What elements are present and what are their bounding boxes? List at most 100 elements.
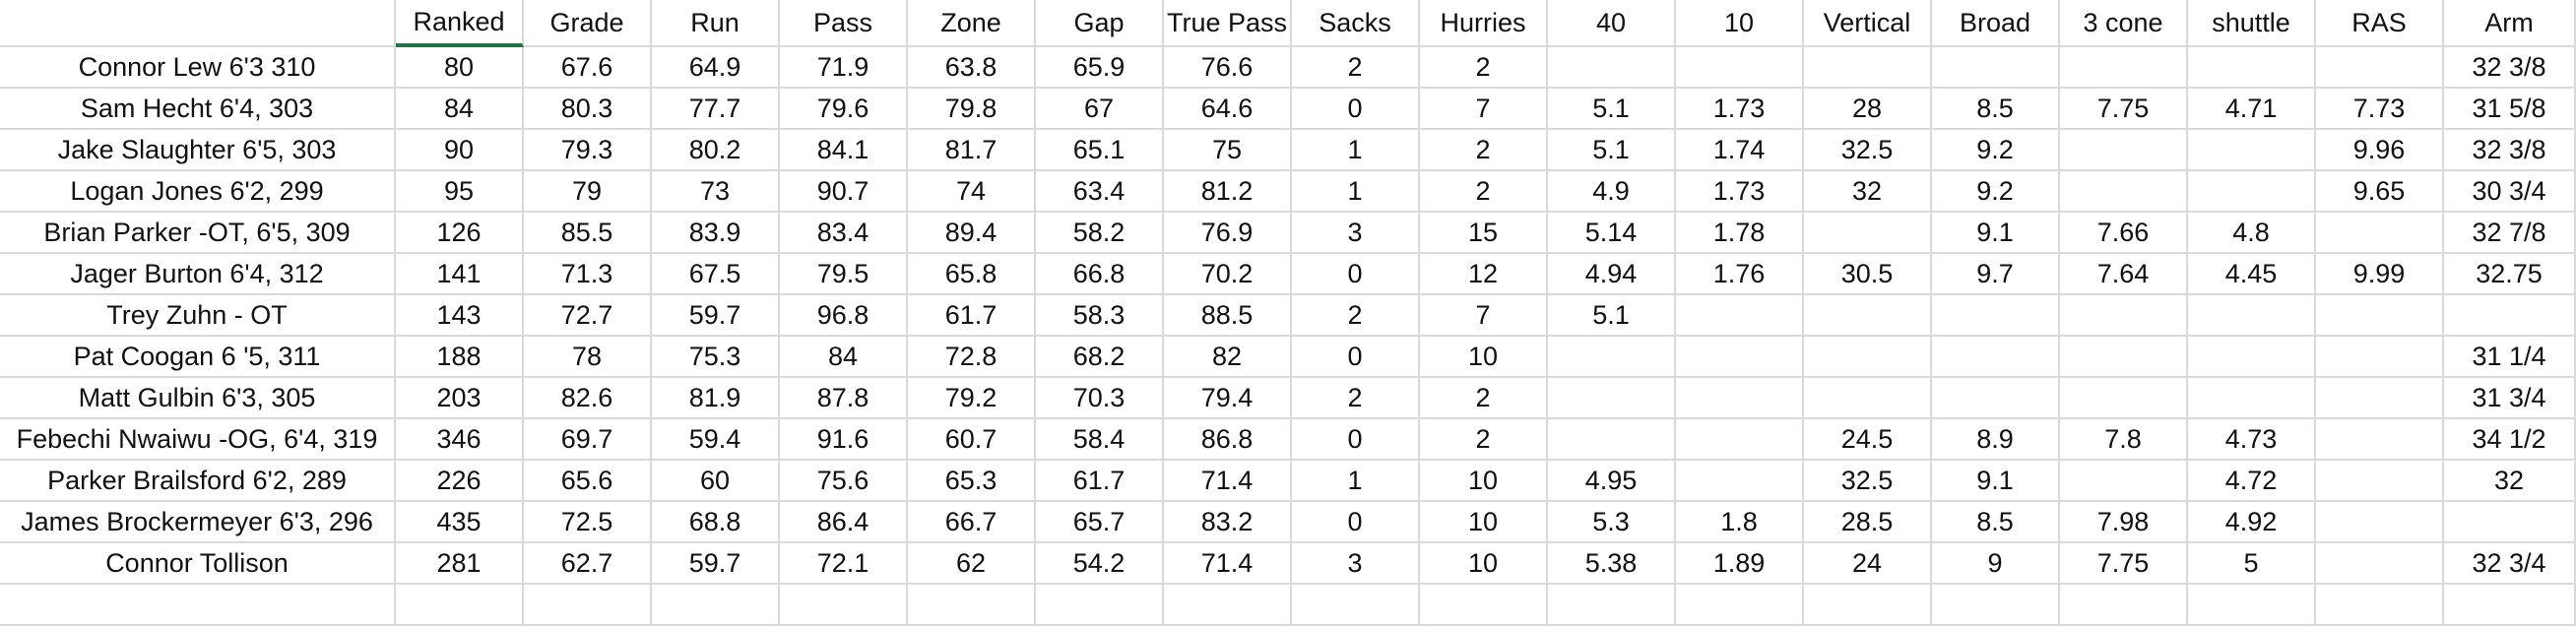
data-cell[interactable]: 12	[1420, 254, 1548, 295]
data-cell[interactable]: 71.3	[524, 254, 652, 295]
data-cell[interactable]: 32	[2444, 461, 2576, 502]
data-cell[interactable]: 59.7	[652, 295, 780, 337]
empty-cell[interactable]	[2188, 585, 2316, 626]
data-cell[interactable]: 80.3	[524, 89, 652, 130]
header-cell[interactable]: RAS	[2316, 0, 2444, 47]
data-cell[interactable]: 0	[1292, 254, 1420, 295]
data-cell[interactable]: 62.7	[524, 543, 652, 585]
data-cell[interactable]: 31 3/4	[2444, 378, 2576, 419]
data-cell[interactable]: 84.1	[780, 130, 908, 171]
data-cell[interactable]: 83.2	[1164, 502, 1292, 543]
data-cell[interactable]: 32 7/8	[2444, 213, 2576, 254]
data-cell[interactable]	[2188, 130, 2316, 171]
data-cell[interactable]: 7.8	[2060, 419, 2188, 461]
header-cell[interactable]: Vertical	[1804, 0, 1932, 47]
empty-cell[interactable]	[2444, 585, 2576, 626]
data-cell[interactable]	[2316, 295, 2444, 337]
data-cell[interactable]: 9.7	[1932, 254, 2060, 295]
data-cell[interactable]: 5.1	[1548, 130, 1676, 171]
data-cell[interactable]: 69.7	[524, 419, 652, 461]
header-cell[interactable]: shuttle	[2188, 0, 2316, 47]
header-cell[interactable]: Broad	[1932, 0, 2060, 47]
data-cell[interactable]: 89.4	[908, 213, 1036, 254]
data-cell[interactable]: 0	[1292, 337, 1420, 378]
data-cell[interactable]: 80.2	[652, 130, 780, 171]
data-cell[interactable]: 5	[2188, 543, 2316, 585]
data-cell[interactable]: 73	[652, 171, 780, 213]
data-cell[interactable]: 65.9	[1036, 47, 1164, 89]
data-cell[interactable]	[2444, 295, 2576, 337]
data-cell[interactable]: 7.73	[2316, 89, 2444, 130]
data-cell[interactable]: 79.8	[908, 89, 1036, 130]
data-cell[interactable]: 84	[396, 89, 524, 130]
data-cell[interactable]: 281	[396, 543, 524, 585]
header-cell[interactable]: Pass	[780, 0, 908, 47]
empty-cell[interactable]	[1036, 585, 1164, 626]
data-cell[interactable]: 10	[1420, 461, 1548, 502]
row-label-cell[interactable]: Jager Burton 6'4, 312	[0, 254, 396, 295]
data-cell[interactable]: 4.45	[2188, 254, 2316, 295]
data-cell[interactable]: 7.75	[2060, 543, 2188, 585]
data-cell[interactable]: 24.5	[1804, 419, 1932, 461]
data-cell[interactable]: 1.8	[1676, 502, 1804, 543]
data-cell[interactable]	[2060, 461, 2188, 502]
data-cell[interactable]: 64.6	[1164, 89, 1292, 130]
empty-cell[interactable]	[524, 585, 652, 626]
row-label-cell[interactable]: Logan Jones 6'2, 299	[0, 171, 396, 213]
data-cell[interactable]: 77.7	[652, 89, 780, 130]
header-cell[interactable]: Ranked	[396, 0, 524, 47]
data-cell[interactable]: 83.9	[652, 213, 780, 254]
data-cell[interactable]: 4.71	[2188, 89, 2316, 130]
empty-cell[interactable]	[0, 585, 396, 626]
header-cell[interactable]: 40	[1548, 0, 1676, 47]
data-cell[interactable]: 5.3	[1548, 502, 1676, 543]
data-cell[interactable]: 65.6	[524, 461, 652, 502]
empty-cell[interactable]	[2316, 585, 2444, 626]
data-cell[interactable]: 72.7	[524, 295, 652, 337]
data-cell[interactable]: 64.9	[652, 47, 780, 89]
data-cell[interactable]: 65.7	[1036, 502, 1164, 543]
data-cell[interactable]: 3	[1292, 543, 1420, 585]
header-cell[interactable]	[0, 0, 396, 47]
data-cell[interactable]: 5.14	[1548, 213, 1676, 254]
data-cell[interactable]: 8.9	[1932, 419, 2060, 461]
empty-cell[interactable]	[1548, 585, 1676, 626]
data-cell[interactable]: 2	[1420, 47, 1548, 89]
empty-cell[interactable]	[1292, 585, 1420, 626]
data-cell[interactable]	[2316, 461, 2444, 502]
data-cell[interactable]: 31 5/8	[2444, 89, 2576, 130]
data-cell[interactable]	[1548, 337, 1676, 378]
data-cell[interactable]: 1	[1292, 130, 1420, 171]
data-cell[interactable]	[1932, 337, 2060, 378]
data-cell[interactable]	[2188, 295, 2316, 337]
data-cell[interactable]	[2316, 378, 2444, 419]
data-cell[interactable]: 63.4	[1036, 171, 1164, 213]
data-cell[interactable]: 91.6	[780, 419, 908, 461]
data-cell[interactable]: 2	[1420, 171, 1548, 213]
data-cell[interactable]	[2316, 213, 2444, 254]
data-cell[interactable]: 58.4	[1036, 419, 1164, 461]
data-cell[interactable]: 188	[396, 337, 524, 378]
data-cell[interactable]: 79.4	[1164, 378, 1292, 419]
data-cell[interactable]: 9.2	[1932, 130, 2060, 171]
data-cell[interactable]: 59.4	[652, 419, 780, 461]
data-cell[interactable]: 141	[396, 254, 524, 295]
data-cell[interactable]: 10	[1420, 337, 1548, 378]
empty-cell[interactable]	[780, 585, 908, 626]
data-cell[interactable]: 7	[1420, 89, 1548, 130]
row-label-cell[interactable]: Connor Lew 6'3 310	[0, 47, 396, 89]
data-cell[interactable]	[1932, 378, 2060, 419]
data-cell[interactable]: 7	[1420, 295, 1548, 337]
data-cell[interactable]: 76.6	[1164, 47, 1292, 89]
data-cell[interactable]: 1	[1292, 171, 1420, 213]
data-cell[interactable]: 79.3	[524, 130, 652, 171]
data-cell[interactable]: 75.6	[780, 461, 908, 502]
data-cell[interactable]	[1676, 47, 1804, 89]
data-cell[interactable]: 10	[1420, 543, 1548, 585]
data-cell[interactable]: 143	[396, 295, 524, 337]
header-cell[interactable]: Arm	[2444, 0, 2576, 47]
data-cell[interactable]: 65.1	[1036, 130, 1164, 171]
row-label-cell[interactable]: Febechi Nwaiwu -OG, 6'4, 319	[0, 419, 396, 461]
data-cell[interactable]	[2188, 47, 2316, 89]
header-cell[interactable]: Sacks	[1292, 0, 1420, 47]
